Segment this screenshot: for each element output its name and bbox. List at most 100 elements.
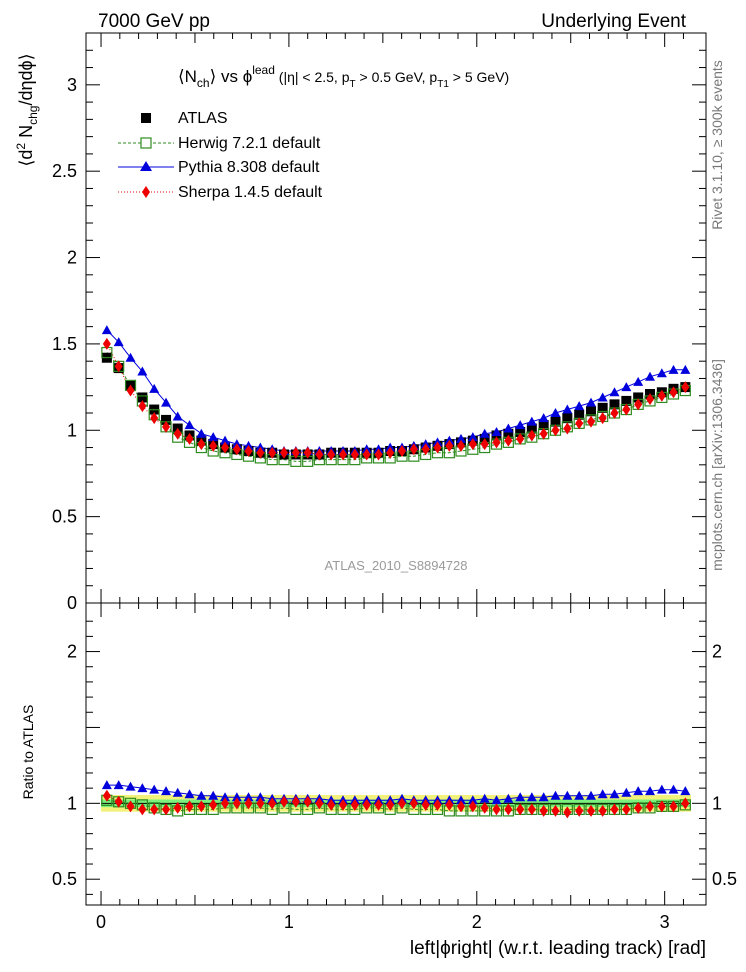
pythia-point [184, 420, 195, 430]
pythia-ratio-point [645, 786, 656, 796]
pythia-point [609, 387, 620, 397]
sherpa-point [409, 443, 418, 456]
sherpa-point [173, 427, 182, 440]
pythia-ratio-point [562, 790, 573, 800]
sherpa-point [374, 448, 383, 461]
pythia-point [680, 364, 691, 374]
sherpa-point [114, 360, 123, 373]
pythia-point [196, 428, 207, 438]
pythia-ratio-point [515, 792, 526, 802]
sherpa-point [527, 429, 536, 442]
sherpa-point [563, 422, 572, 435]
pythia-ratio-point [184, 789, 195, 799]
sherpa-ratio-point [598, 804, 607, 817]
sherpa-point [646, 393, 655, 406]
ratio-plot: 0.5 0.5 1 1 2 2 0 1 2 3 Ratio to ATLAS left|ϕrig… [20, 602, 737, 959]
sherpa-point [221, 441, 230, 454]
mcplots-label: mcplots.cern.ch [arXiv:1306.3436] [709, 359, 725, 571]
sherpa-ratio-point [433, 798, 442, 811]
sherpa-point [398, 445, 407, 457]
sherpa-ratio-point [575, 804, 584, 817]
ratio-y-tick-label: 2 [67, 642, 77, 662]
sherpa-point [386, 446, 395, 459]
sherpa-ratio-point [185, 800, 194, 813]
pythia-point [491, 427, 502, 436]
pythia-ratio-point [243, 792, 254, 802]
sherpa-point [102, 337, 111, 350]
pythia-point [597, 392, 608, 402]
sherpa-point [457, 439, 466, 452]
sherpa-ratio-point [504, 803, 513, 816]
pythia-point [574, 401, 585, 411]
sherpa-ratio-point [327, 798, 336, 811]
sherpa-ratio-point [634, 801, 643, 814]
legend-label-herwig: Herwig 7.2.1 default [178, 135, 321, 152]
sherpa-point [492, 436, 501, 449]
pythia-point [172, 411, 183, 421]
pythia-ratio-point [538, 792, 549, 802]
pythia-point [125, 352, 136, 362]
sherpa-point [421, 443, 430, 456]
pythia-ratio-point [172, 787, 183, 797]
pythia-ratio-point [196, 790, 207, 800]
pythia-point [668, 364, 679, 374]
rivet-label: Rivet 3.1.10, ≥ 300k events [709, 60, 725, 230]
sherpa-ratio-point [126, 800, 135, 813]
legend-marker-sherpa [142, 186, 150, 198]
pythia-point [562, 404, 573, 414]
pythia-point [101, 325, 112, 335]
sherpa-point [256, 446, 265, 459]
sherpa-point [185, 432, 194, 445]
main-y-tick-label: 2 [67, 248, 77, 268]
pythia-point [656, 368, 667, 378]
atlas-point [526, 423, 537, 434]
sherpa-ratio-point [232, 797, 241, 810]
pythia-ratio-point [503, 793, 514, 803]
pythia-ratio-point [208, 790, 219, 800]
atlas-point [161, 414, 172, 425]
sherpa-ratio-point [468, 800, 477, 813]
pythia-ratio-point [137, 783, 148, 793]
pythia-ratio-point [680, 786, 691, 796]
legend-marker-herwig [140, 137, 152, 149]
atlas-point [137, 392, 148, 403]
main-y-tick-label: 0 [67, 593, 77, 613]
sherpa-ratio-point [539, 804, 548, 817]
sherpa-ratio-point [221, 797, 230, 810]
pythia-point [208, 432, 219, 442]
sherpa-ratio-point [339, 798, 348, 811]
x-tick-label: 0 [96, 912, 106, 932]
ratio-y-tick-label: 0.5 [52, 869, 77, 889]
atlas-point [621, 395, 632, 406]
plot-title: ⟨Nch⟩ vs ϕlead (|η| < 2.5, pT > 0.5 GeV,… [178, 63, 509, 90]
header-right: Underlying Event [541, 11, 686, 32]
pythia-point [645, 371, 656, 381]
pythia-point [550, 408, 561, 417]
sherpa-ratio-point [610, 803, 619, 816]
pythia-ratio-point [125, 781, 136, 791]
sherpa-ratio-point [386, 798, 395, 811]
ratio-y-axis: 0.5 0.5 1 1 2 2 [52, 620, 737, 895]
sherpa-ratio-point [102, 789, 111, 802]
pythia-ratio-point [597, 789, 608, 799]
sherpa-ratio-point [114, 795, 123, 808]
atlas-point [503, 428, 514, 439]
atlas-point [609, 399, 620, 410]
ratio-plot-marks [101, 780, 691, 819]
sherpa-ratio-point [244, 797, 253, 810]
main-y-tick-label: 3 [67, 75, 77, 95]
sherpa-point [138, 400, 147, 413]
sherpa-point [232, 443, 241, 456]
sherpa-point [622, 403, 631, 416]
pythia-point [526, 416, 537, 426]
pythia-point [161, 397, 172, 407]
sherpa-point [327, 448, 336, 461]
sherpa-point [280, 446, 289, 459]
header-left: 7000 GeV pp [98, 11, 210, 32]
sherpa-ratio-point [350, 798, 359, 811]
atlas-point [515, 427, 526, 437]
sherpa-point [598, 412, 607, 425]
sherpa-point [551, 424, 560, 437]
pythia-ratio-point [220, 792, 231, 802]
legend-label-atlas: ATLAS [178, 110, 228, 127]
